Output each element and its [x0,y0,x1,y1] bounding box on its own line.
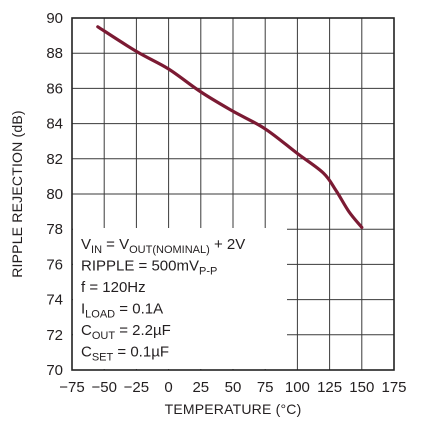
y-tick-label: 78 [46,221,63,238]
x-tick-label: 75 [257,379,274,396]
annotation-subscript: OUT [92,330,116,342]
y-tick-label: 76 [46,256,63,273]
annotation-line: CSET = 0.1µF [81,344,169,364]
x-tick-label: 150 [349,379,374,396]
y-tick-label: 70 [46,362,63,379]
x-tick-labels: −75 −50 −25 0 25 50 75 100 125 150 175 [59,379,406,396]
annotation-text: = 2.2µF [115,322,171,339]
x-tick-label: −75 [59,379,84,396]
series-layer [96,25,364,229]
annotation-background [73,228,287,369]
x-tick-label: −25 [124,379,149,396]
annotation-line: f = 120Hz [81,279,146,296]
plot-frame [71,17,395,371]
series-line [96,25,364,229]
annotation-subscript: OUT(NOMINAL) [129,244,210,256]
x-tick-label: −50 [91,379,116,396]
y-tick-label: 90 [46,10,63,27]
annotation-text: C [81,344,92,361]
annotation-subscript: IN [91,244,102,256]
annotation-text: + 2V [210,236,245,253]
x-tick-label: 100 [285,379,310,396]
x-tick-label: 125 [317,379,342,396]
y-tick-label: 82 [46,151,63,168]
annotation-line: ILOAD = 0.1A [81,301,163,321]
y-tick-label: 84 [46,116,63,133]
y-tick-label: 86 [46,80,63,97]
annotation-text: I [81,301,85,318]
annotation-line: RIPPLE = 500mVP-P [81,258,217,278]
x-tick-label: 50 [225,379,242,396]
annotation-text: = V [102,236,129,253]
annotation-subscript: LOAD [85,309,115,321]
y-tick-labels: 70 72 74 76 78 80 82 84 86 88 90 [46,10,63,379]
annotation-subscript: SET [92,352,114,364]
x-tick-label: 25 [192,379,209,396]
annotation-text: RIPPLE = 500mV [81,258,199,275]
x-tick-label: 0 [164,379,172,396]
annotation-text: = 0.1A [115,301,163,318]
annotation-text: f = 120Hz [81,279,146,296]
y-tick-label: 88 [46,45,63,62]
annotation-subscript: P-P [199,266,217,278]
y-tick-label: 74 [46,292,63,309]
annotation-text: = 0.1µF [113,344,169,361]
annotation-line: COUT = 2.2µF [81,322,171,342]
y-axis-title: RIPPLE REJECTION (dB) [9,110,25,278]
y-tick-label: 72 [46,327,63,344]
annotation-text: V [81,236,91,253]
annotation-text: C [81,322,92,339]
x-tick-label: 175 [381,379,406,396]
x-axis-title: TEMPERATURE (°C) [165,401,302,417]
y-tick-label: 80 [46,186,63,203]
annotation-line: VIN = VOUT(NOMINAL) + 2V [81,236,245,256]
